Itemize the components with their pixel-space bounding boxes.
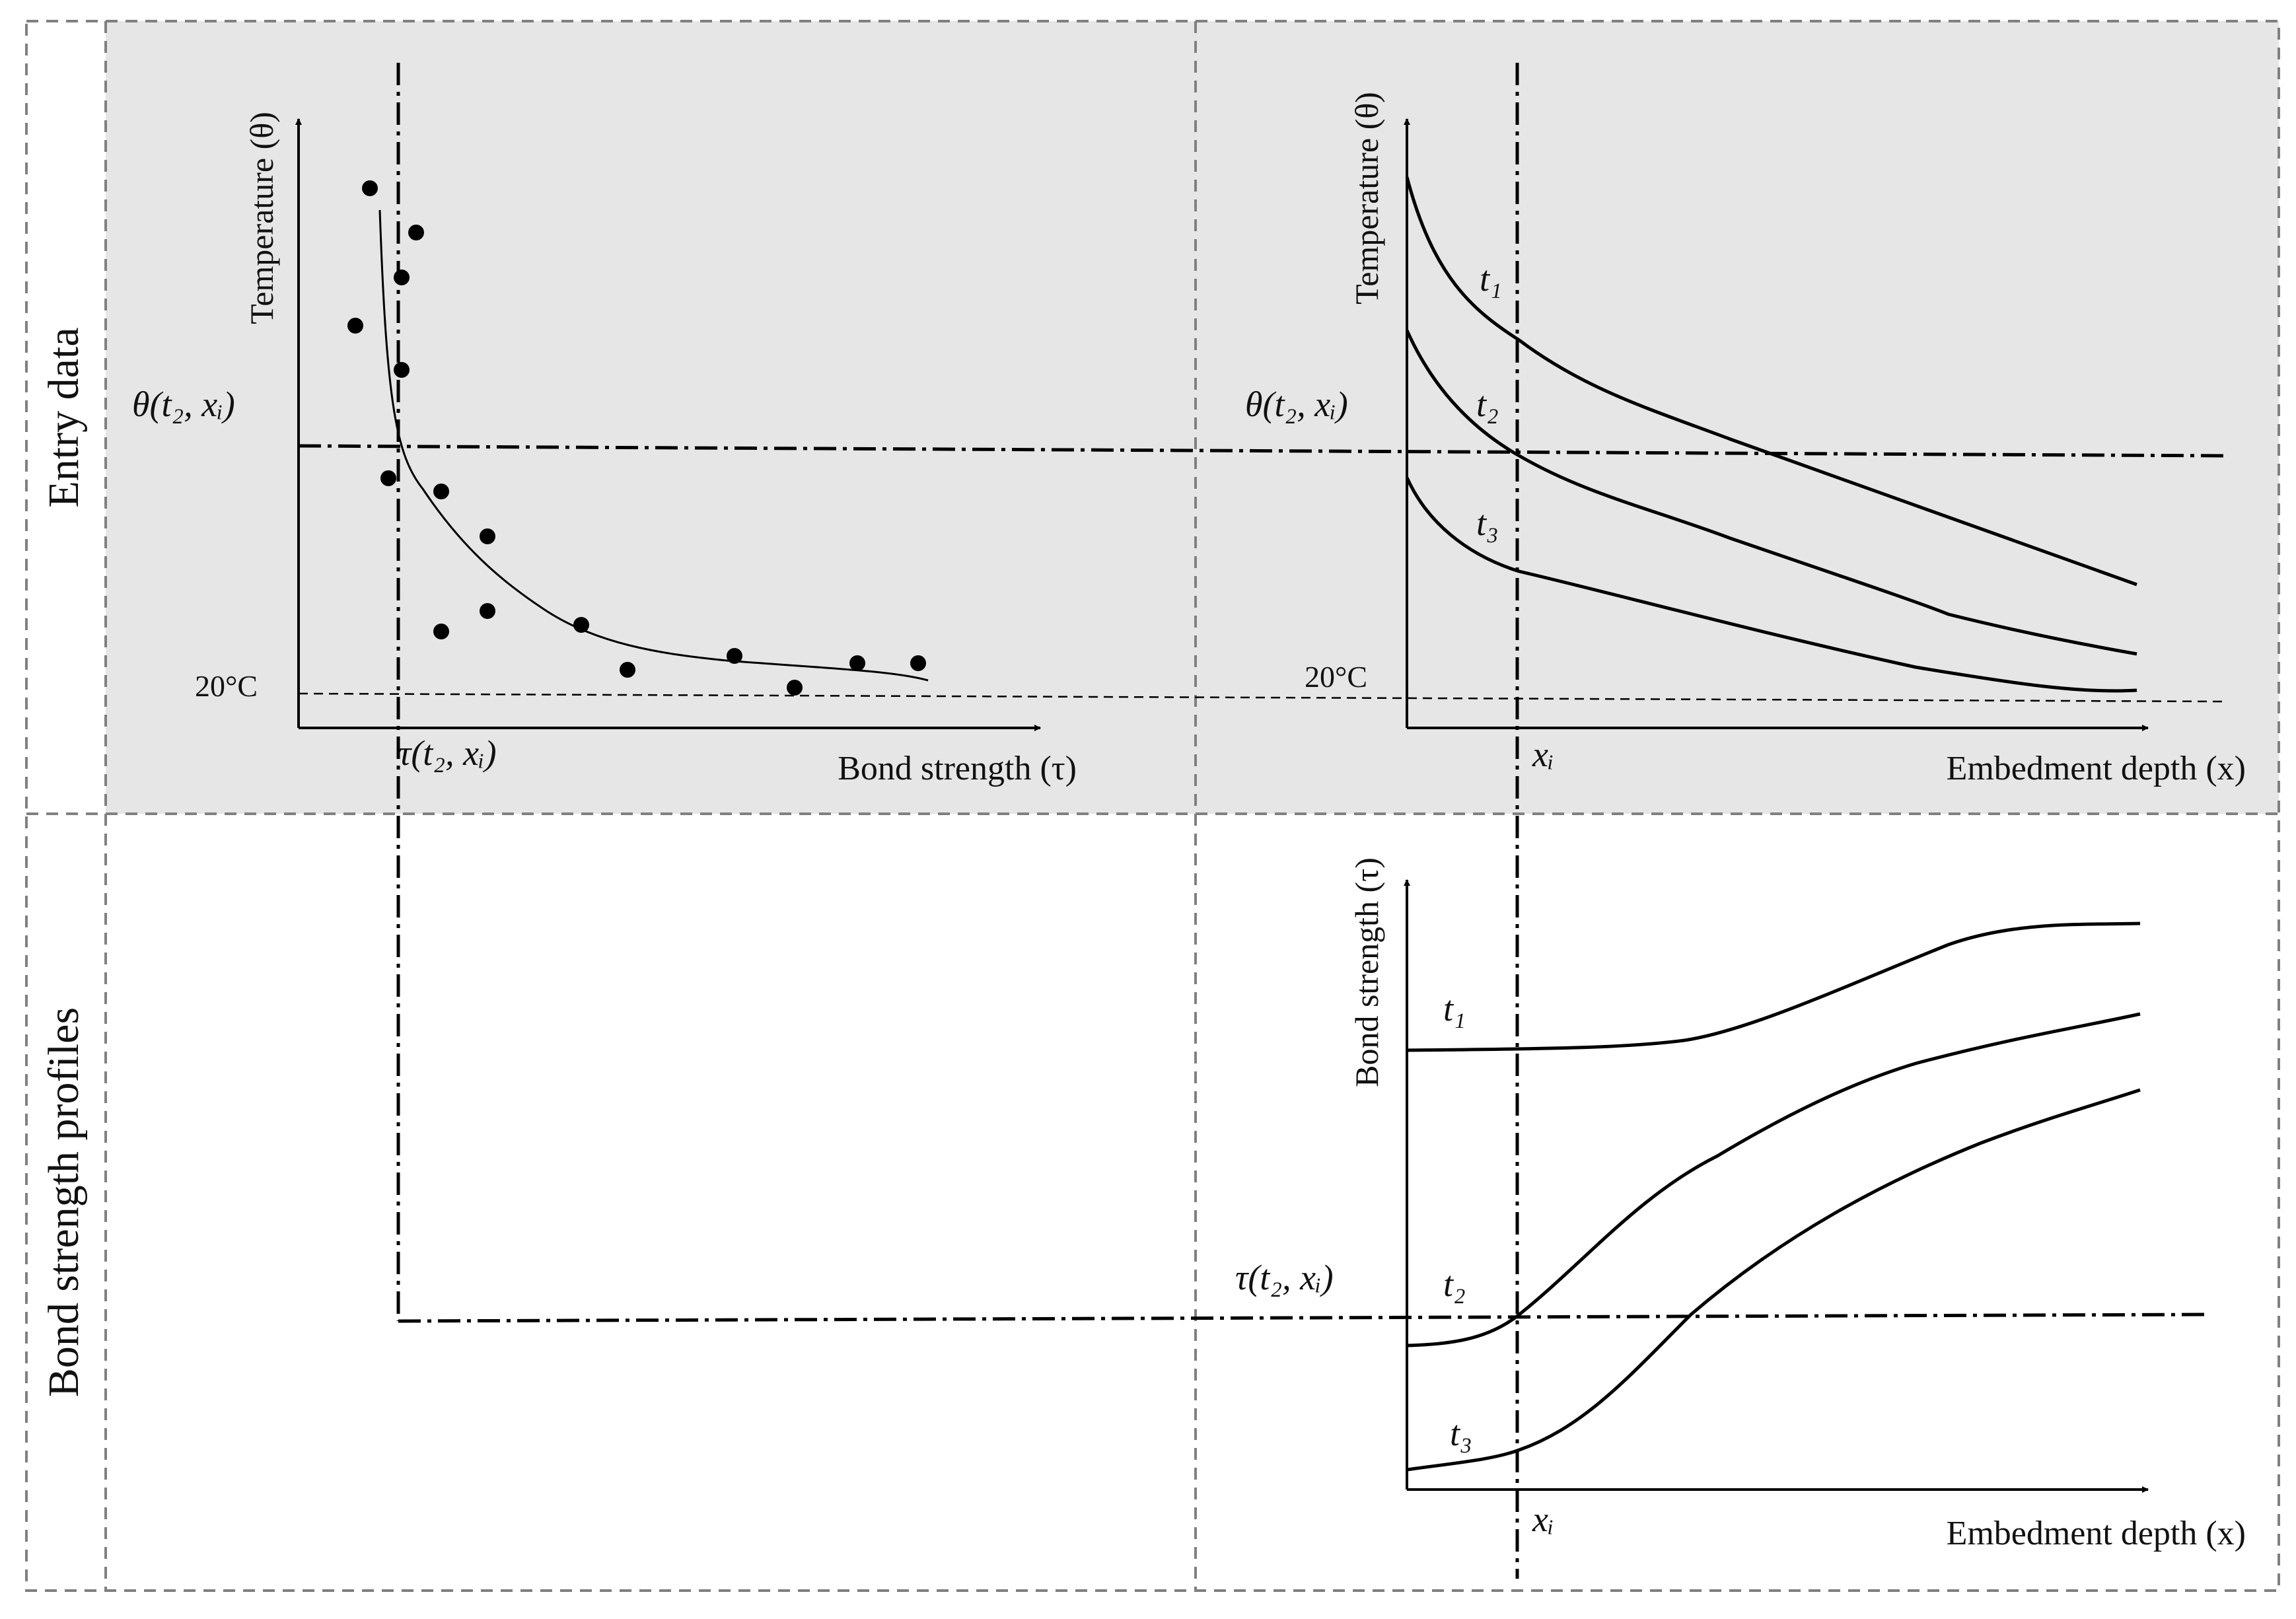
panel-c-curve-t3 bbox=[1406, 1088, 2141, 1472]
data-point bbox=[910, 655, 926, 671]
panel-c-xi-label: xᵢ bbox=[1532, 1499, 1554, 1539]
outer-frame bbox=[25, 20, 2280, 1592]
panel-b-label-t1: t₁ bbox=[1480, 259, 1502, 299]
panel-b-ambient-label: 20°C bbox=[1305, 660, 1367, 694]
projection-theta-horizontal bbox=[298, 444, 2227, 458]
projection-lines bbox=[298, 63, 2227, 1579]
data-point bbox=[394, 270, 410, 285]
panel-b-curve-t3 bbox=[1405, 476, 2137, 693]
panel-c-x-axis-label: Embedment depth (x) bbox=[1947, 1515, 2246, 1552]
panel-c-label-t2: t₂ bbox=[1443, 1264, 1466, 1304]
panel-c-curve-t2 bbox=[1406, 1012, 2141, 1348]
panel-b-x-axis-label: Embedment depth (x) bbox=[1947, 750, 2246, 787]
data-point bbox=[433, 484, 449, 499]
panel-temperature-vs-embedment-depth: Temperature (θ) Embedment depth (x) θ(t₂… bbox=[1245, 92, 2246, 787]
data-point bbox=[380, 470, 396, 486]
panel-c-curve-t1 bbox=[1406, 921, 2141, 1052]
data-point bbox=[347, 318, 363, 334]
panel-c-label-t3: t₃ bbox=[1450, 1414, 1472, 1453]
panel-b-label-t3: t₃ bbox=[1476, 503, 1499, 543]
data-point bbox=[620, 662, 635, 678]
data-point bbox=[362, 180, 378, 196]
data-point bbox=[408, 225, 424, 240]
panel-b-xi-label: xᵢ bbox=[1532, 735, 1554, 774]
panel-b-theta-label: θ(t₂, xᵢ) bbox=[1245, 384, 1348, 424]
panel-b-curve-t1 bbox=[1405, 176, 2137, 587]
entry-data-band bbox=[106, 21, 2279, 814]
panel-a-tau-label: τ(t₂, xᵢ) bbox=[398, 733, 497, 773]
data-point bbox=[394, 362, 410, 378]
panel-b-y-axis-label: Temperature (θ) bbox=[1348, 92, 1385, 305]
panel-a-scatter bbox=[347, 180, 926, 696]
panel-b-curve-t2 bbox=[1405, 329, 2137, 656]
data-point bbox=[727, 648, 742, 664]
data-point bbox=[480, 528, 495, 544]
data-point bbox=[849, 655, 865, 671]
panel-temperature-vs-bond-strength: Temperature (θ) Bond strength (τ) θ(t₂, … bbox=[132, 112, 2223, 787]
panel-a-y-axis-label: Temperature (θ) bbox=[243, 112, 280, 324]
panel-a-theta-label: θ(t₂, xᵢ) bbox=[132, 384, 235, 424]
data-point bbox=[433, 624, 449, 639]
panel-b-label-t2: t₂ bbox=[1476, 384, 1499, 424]
data-point bbox=[787, 680, 803, 696]
data-point bbox=[480, 603, 495, 619]
row-label-bond-strength-profiles: Bond strength profiles bbox=[40, 1007, 88, 1397]
panel-a-ambient-line bbox=[298, 692, 2223, 703]
panel-c-tau-label: τ(t₂, xᵢ) bbox=[1235, 1258, 1334, 1297]
panel-a-ambient-label: 20°C bbox=[195, 669, 258, 703]
panel-c-label-t1: t₁ bbox=[1443, 989, 1466, 1028]
frame-grid bbox=[25, 20, 2280, 1592]
panel-a-x-axis-label: Bond strength (τ) bbox=[838, 750, 1077, 787]
data-point bbox=[573, 617, 589, 633]
panel-c-y-axis-label: Bond strength (τ) bbox=[1348, 857, 1385, 1087]
row-label-entry-data: Entry data bbox=[40, 327, 88, 507]
panel-bond-strength-vs-embedment-depth: Bond strength (τ) Embedment depth (x) τ(… bbox=[1235, 857, 2246, 1552]
projection-tau-horizontal bbox=[398, 1313, 2210, 1323]
